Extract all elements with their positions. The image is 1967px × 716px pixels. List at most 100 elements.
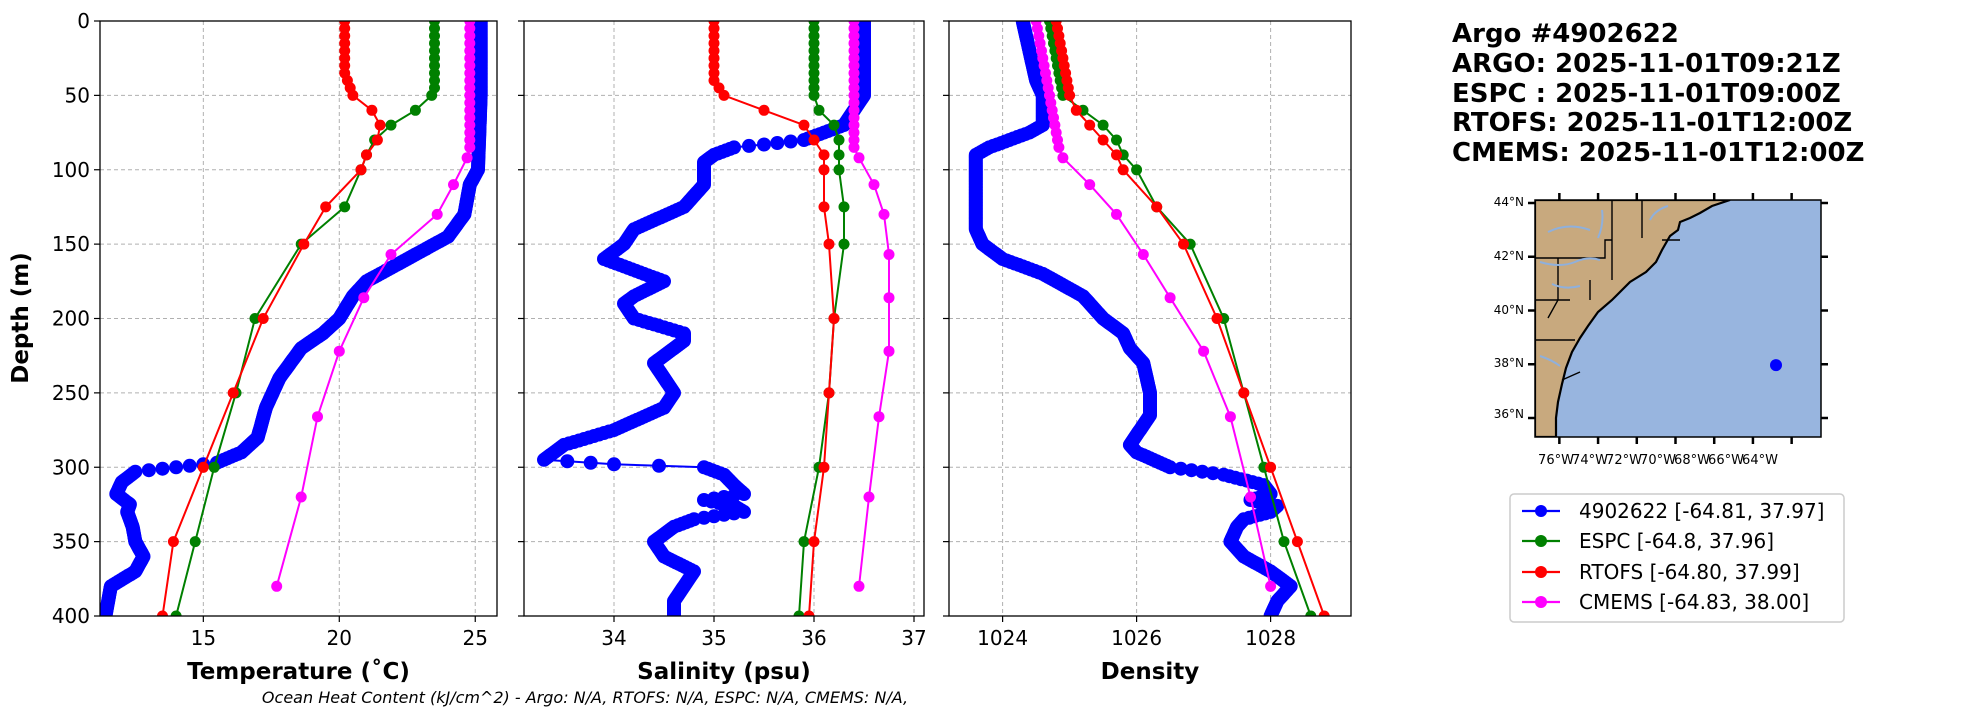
x-tick-label: 36 bbox=[801, 626, 826, 650]
series-line-cmems bbox=[1035, 21, 1272, 587]
data-point-espc bbox=[1097, 119, 1109, 131]
data-point-rtofs bbox=[798, 119, 810, 131]
data-point-argo bbox=[537, 452, 551, 467]
data-point-cmems bbox=[848, 141, 860, 153]
legend-label: RTOFS [-64.80, 37.99] bbox=[1579, 560, 1800, 584]
density-panel: 1024 1026 1028 Density bbox=[943, 20, 1352, 685]
data-point-espc bbox=[813, 104, 825, 116]
data-point-rtofs bbox=[1070, 104, 1082, 116]
data-point-argo bbox=[607, 457, 621, 472]
y-tick-label: 350 bbox=[52, 530, 90, 554]
legend-entry-cmems: CMEMS [-64.83, 38.00] bbox=[1522, 590, 1809, 614]
map-frame bbox=[1534, 199, 1822, 438]
data-point-cmems bbox=[1198, 345, 1210, 357]
data-point-rtofs bbox=[803, 610, 815, 616]
data-point-rtofs bbox=[1265, 461, 1277, 473]
data-point-rtofs bbox=[374, 119, 386, 131]
data-point-rtofs bbox=[1064, 89, 1076, 101]
legend-marker bbox=[1535, 596, 1547, 608]
series-cmems bbox=[271, 21, 476, 592]
data-point-rtofs bbox=[1178, 238, 1189, 250]
x-tick-label: 1026 bbox=[1111, 626, 1162, 650]
data-point-rtofs bbox=[1238, 387, 1250, 399]
x-axis-label: Salinity (psu) bbox=[637, 659, 811, 685]
x-tick-label: 20 bbox=[327, 626, 352, 650]
data-point-rtofs bbox=[361, 149, 372, 161]
series-rtofs bbox=[708, 21, 840, 616]
map-lon-label: 68°W bbox=[1674, 453, 1710, 468]
title-argo-time: ARGO: 2025-11-01T09:21Z bbox=[1452, 49, 1841, 79]
data-point-espc bbox=[339, 201, 351, 213]
legend-entry-rtofs: RTOFS [-64.80, 37.99] bbox=[1522, 560, 1800, 584]
data-point-rtofs bbox=[298, 238, 310, 250]
data-point-rtofs bbox=[227, 387, 239, 399]
y-tick-label: 150 bbox=[52, 232, 90, 256]
data-point-espc bbox=[189, 536, 201, 548]
y-axis-label: Depth (m) bbox=[8, 252, 34, 384]
temperature-panel: 0 50 100 150 200 250 300 350 400 15 20 25 Temperatur… bbox=[52, 9, 498, 685]
legend-label: ESPC [-64.8, 37.96] bbox=[1579, 529, 1774, 553]
title-espc-time: ESPC : 2025-11-01T09:00Z bbox=[1452, 79, 1841, 109]
data-point-cmems bbox=[883, 249, 895, 260]
data-point-argo bbox=[652, 458, 666, 473]
data-point-cmems bbox=[1057, 152, 1069, 164]
series-argo bbox=[968, 21, 1298, 616]
data-point-argo bbox=[560, 454, 575, 469]
data-point-argo bbox=[797, 133, 811, 147]
title-argo-id: Argo #4902622 bbox=[1452, 19, 1679, 49]
data-point-espc bbox=[833, 149, 845, 161]
map-lat-labels: 44°N 42°N 40°N 38°N 36°N bbox=[1494, 195, 1524, 421]
data-point-espc bbox=[1131, 164, 1143, 176]
data-point-cmems bbox=[312, 411, 323, 423]
data-point-espc bbox=[409, 104, 421, 116]
location-map: 44°N 42°N 40°N 38°N 36°N 76°W 74°W 72°W … bbox=[1494, 193, 1828, 468]
legend-entry-espc: ESPC [-64.8, 37.96] bbox=[1522, 529, 1774, 553]
map-lon-label: 72°W bbox=[1606, 453, 1642, 468]
data-point-rtofs bbox=[818, 461, 830, 473]
series-argo bbox=[100, 21, 488, 616]
data-point-argo bbox=[583, 455, 598, 470]
data-point-rtofs bbox=[1151, 201, 1163, 213]
data-point-espc bbox=[426, 89, 438, 101]
data-point-cmems bbox=[1265, 580, 1277, 592]
data-point-espc bbox=[170, 610, 182, 616]
y-tick-label: 300 bbox=[52, 455, 90, 479]
map-lon-label: 66°W bbox=[1708, 453, 1744, 468]
data-point-rtofs bbox=[823, 238, 835, 250]
data-point-argo bbox=[100, 609, 113, 616]
data-point-argo bbox=[1195, 464, 1210, 479]
data-point-cmems bbox=[868, 179, 880, 191]
y-tick-label: 400 bbox=[52, 604, 90, 628]
data-point-espc bbox=[838, 201, 850, 213]
data-point-espc bbox=[838, 238, 850, 250]
x-tick-label: 37 bbox=[901, 626, 926, 650]
data-point-argo bbox=[1206, 466, 1220, 481]
legend-entry-argo: 4902622 [-64.81, 37.97] bbox=[1522, 499, 1824, 523]
map-lon-label: 74°W bbox=[1572, 453, 1608, 468]
y-tick-label: 100 bbox=[52, 158, 90, 182]
legend-frame bbox=[1509, 493, 1845, 623]
data-point-argo bbox=[1184, 463, 1199, 478]
map-ticks bbox=[1528, 193, 1828, 444]
data-point-argo bbox=[667, 609, 681, 616]
data-point-cmems bbox=[1084, 179, 1096, 191]
data-point-cmems bbox=[1245, 491, 1256, 503]
data-point-rtofs bbox=[257, 313, 269, 324]
series-group bbox=[100, 21, 488, 616]
map-lat-label: 38°N bbox=[1494, 356, 1524, 370]
x-tick-label: 34 bbox=[601, 626, 626, 650]
data-point-cmems bbox=[431, 208, 443, 220]
data-point-rtofs bbox=[1291, 536, 1303, 548]
data-point-rtofs bbox=[167, 536, 179, 548]
data-point-rtofs bbox=[808, 536, 820, 548]
series-cmems bbox=[848, 21, 895, 592]
y-tick-label: 50 bbox=[65, 83, 90, 107]
map-lon-label: 70°W bbox=[1640, 453, 1676, 468]
map-lat-label: 42°N bbox=[1494, 249, 1524, 263]
data-point-rtofs bbox=[1097, 134, 1109, 146]
map-lat-label: 40°N bbox=[1494, 303, 1524, 317]
data-point-rtofs bbox=[808, 134, 820, 146]
data-point-argo bbox=[169, 460, 184, 475]
